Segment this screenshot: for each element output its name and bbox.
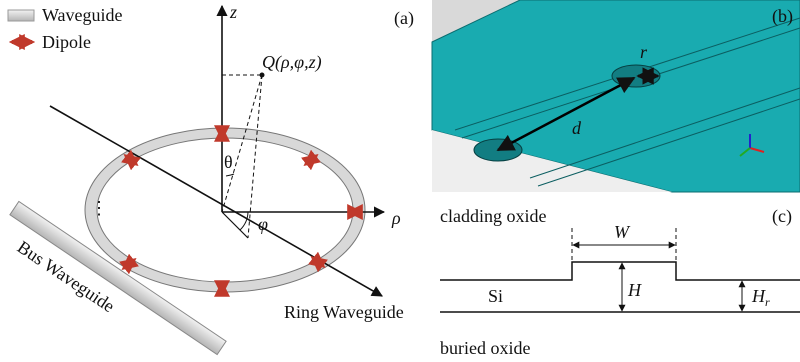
- legend-dipole: Dipole: [42, 32, 91, 52]
- hr-label: Hr: [751, 286, 770, 309]
- cladding-label: cladding oxide: [440, 206, 546, 226]
- si-profile: [440, 262, 800, 280]
- buried-label: buried oxide: [440, 338, 530, 358]
- h-label: H: [627, 280, 642, 300]
- q-label: Q(ρ,φ,z): [262, 52, 322, 73]
- bus-waveguide: [10, 201, 226, 354]
- panel-b: r d (b): [432, 0, 800, 192]
- si-label: Si: [488, 286, 503, 306]
- phi-label: φ: [258, 214, 268, 234]
- ring-label: Ring Waveguide: [284, 302, 404, 322]
- rho-label: ρ: [391, 208, 401, 228]
- figure: Waveguide Dipole (a) Bus Waveguide ⋮ z Q…: [0, 0, 800, 362]
- r-label: r: [640, 42, 648, 62]
- legend-waveguide: Waveguide: [42, 5, 123, 25]
- panel-label: (a): [394, 8, 414, 29]
- w-label: W: [614, 222, 631, 242]
- panel-label: (b): [772, 6, 793, 27]
- panel-c: cladding oxide (c) W Si H Hr buried oxid…: [440, 206, 800, 358]
- point-q: [260, 73, 265, 78]
- panel-a: Waveguide Dipole (a) Bus Waveguide ⋮ z Q…: [8, 2, 414, 355]
- legend-waveguide-icon: [8, 10, 34, 21]
- panel-label: (c): [772, 206, 792, 227]
- dashed-line: [222, 75, 262, 212]
- ellipsis: ⋮: [90, 198, 108, 218]
- d-label: d: [572, 118, 582, 138]
- theta-label: θ: [224, 152, 233, 172]
- theta-arc: [226, 174, 234, 176]
- z-label: z: [229, 2, 237, 22]
